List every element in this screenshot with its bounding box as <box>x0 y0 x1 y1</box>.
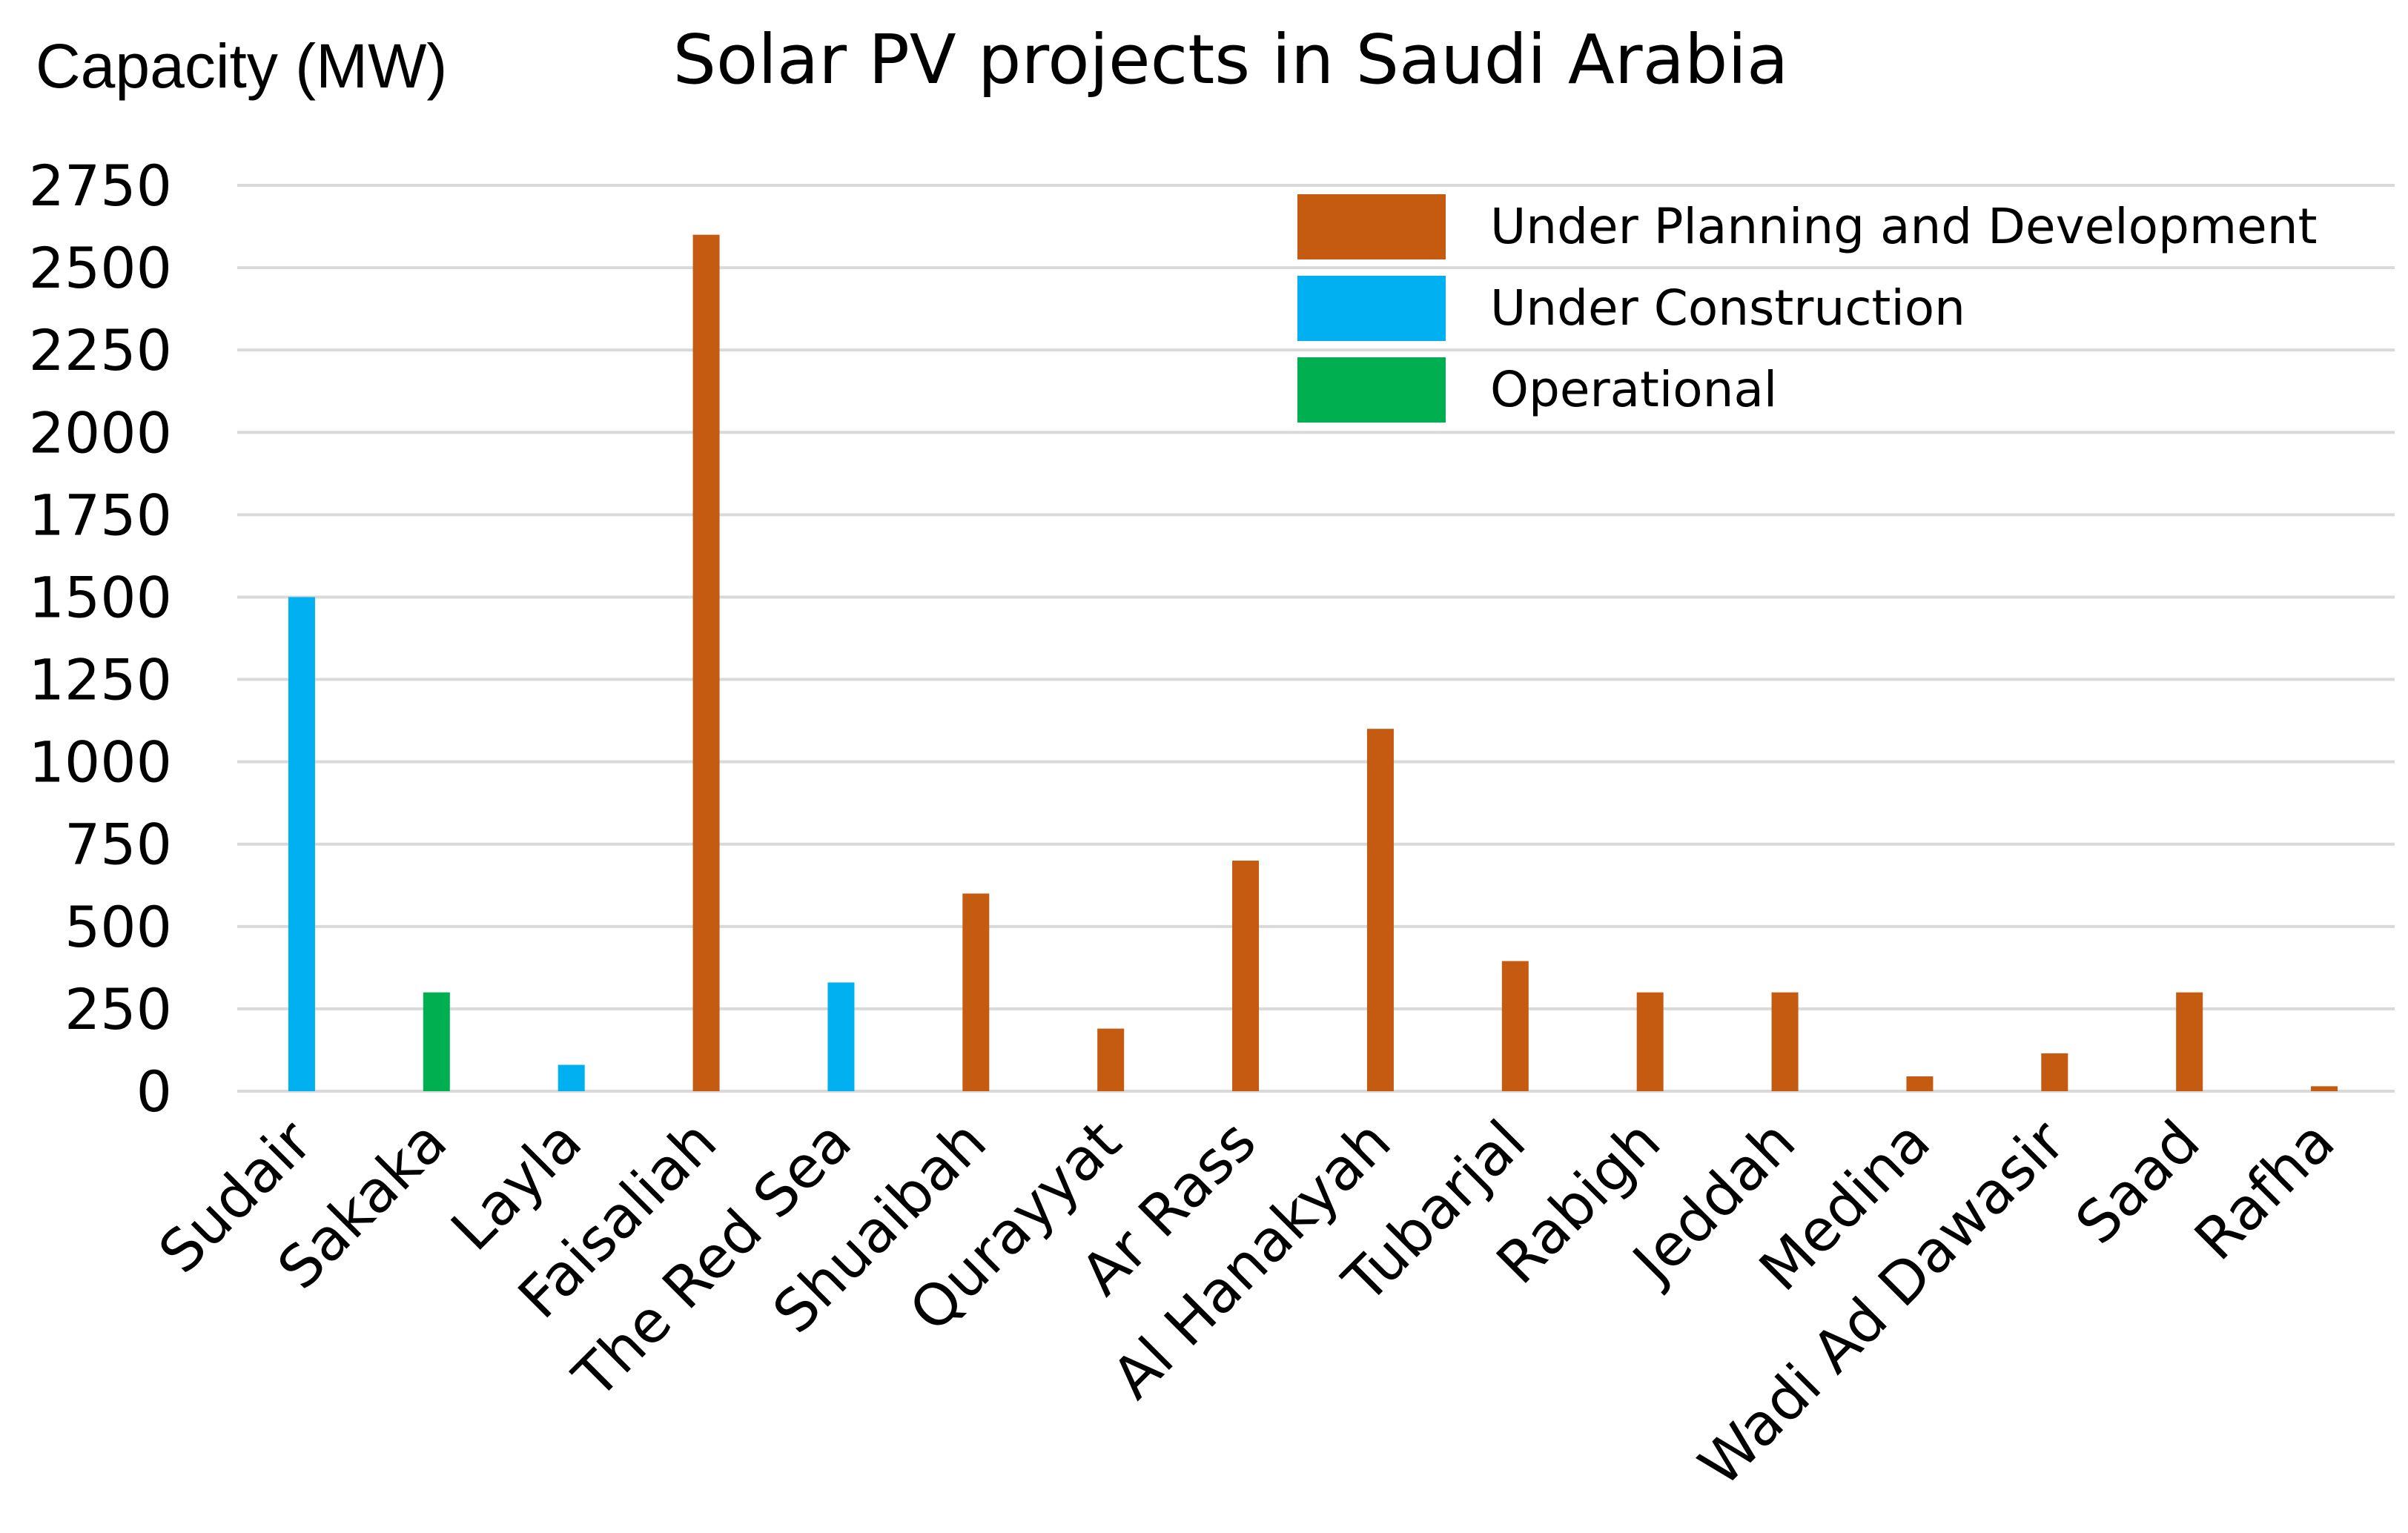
y-axis-label: Capacity (MW) <box>36 31 447 101</box>
y-tick-label: 1750 <box>29 482 172 548</box>
bar <box>1501 961 1529 1091</box>
bar <box>692 234 720 1091</box>
bar <box>288 597 315 1091</box>
y-tick-label: 1250 <box>29 647 172 713</box>
bars <box>288 234 2338 1091</box>
legend-swatch <box>1297 357 1446 423</box>
bar <box>2176 992 2203 1091</box>
legend-label: Under Planning and Development <box>1490 198 2318 255</box>
y-tick-label: 1000 <box>29 729 172 795</box>
y-tick-label: 0 <box>136 1059 172 1125</box>
legend: Under Planning and Development Under Cons… <box>1297 194 2318 423</box>
y-tick-label: 2000 <box>29 400 172 466</box>
bar <box>423 992 450 1091</box>
legend-swatch <box>1297 194 1446 259</box>
y-tick-label: 2250 <box>29 317 172 383</box>
legend-label: Operational <box>1490 361 1777 418</box>
bar <box>2041 1053 2068 1091</box>
bar <box>2311 1086 2338 1091</box>
y-tick-label: 250 <box>64 976 172 1042</box>
bar <box>1097 1028 1125 1091</box>
bar <box>1232 860 1260 1091</box>
y-tick-label: 2750 <box>29 153 172 219</box>
gridlines <box>237 184 2395 1093</box>
bar <box>1636 992 1664 1091</box>
legend-swatch <box>1297 276 1446 341</box>
y-tick-label: 2500 <box>29 235 172 301</box>
bar <box>1906 1076 1934 1091</box>
bar <box>1771 992 1799 1091</box>
y-tick-label: 1500 <box>29 564 172 630</box>
y-axis-ticks: 0 250 500 750 1000 1250 1500 1750 2000 2250 2500 27… <box>29 153 172 1125</box>
y-tick-label: 500 <box>64 894 172 960</box>
y-tick-label: 750 <box>64 812 172 878</box>
bar <box>827 982 855 1091</box>
bar <box>558 1065 585 1091</box>
x-tick-label: Rafha <box>2183 1108 2348 1274</box>
legend-label: Under Construction <box>1490 279 1965 337</box>
bar <box>1366 729 1394 1091</box>
chart-title: Solar PV projects in Saudi Arabia <box>673 20 1789 99</box>
bar <box>962 893 990 1091</box>
